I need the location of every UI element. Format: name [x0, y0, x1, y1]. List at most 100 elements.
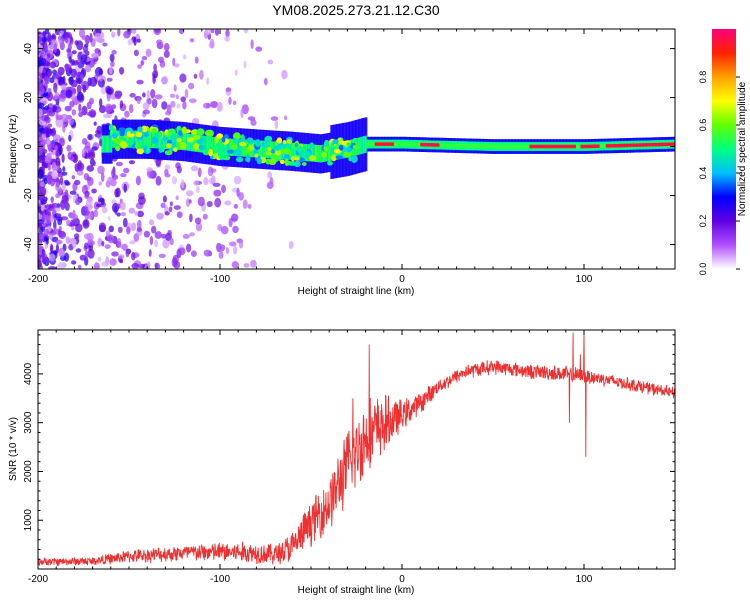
noise-blob: [154, 94, 163, 100]
band-peak: [423, 143, 426, 147]
band-inner: [404, 142, 407, 147]
band-peak: [667, 142, 669, 146]
band-inner: [416, 142, 419, 147]
band-core: [360, 136, 363, 154]
noise-blob: [147, 261, 151, 268]
band-inner: [483, 144, 486, 149]
noise-blob: [131, 29, 137, 35]
noise-blob: [158, 56, 164, 63]
noise-blob: [104, 244, 111, 249]
noise-blob: [288, 241, 294, 249]
band-peak: [380, 142, 382, 146]
band-core: [172, 132, 175, 150]
noise-blob: [46, 152, 52, 162]
band-peak: [673, 142, 675, 146]
noise-blob: [171, 257, 178, 268]
noise-blob: [129, 93, 136, 98]
noise-blob: [179, 73, 187, 83]
band-core: [194, 134, 197, 152]
band-core: [145, 130, 148, 148]
noise-blob: [207, 166, 214, 177]
band-peak: [565, 144, 568, 149]
noise-blob: [149, 235, 154, 246]
band-peak: [539, 144, 541, 149]
band-peak: [383, 142, 386, 146]
band-peak: [550, 144, 552, 149]
noise-blob: [46, 137, 51, 145]
band-inner: [461, 143, 464, 148]
noise-blob: [93, 262, 100, 269]
noise-blob: [234, 69, 238, 76]
band-blob: [144, 131, 149, 138]
noise-blob: [175, 162, 181, 169]
band-inner: [442, 143, 444, 148]
noise-blob: [151, 225, 157, 234]
band-peak: [542, 144, 545, 149]
band-inner: [521, 144, 524, 149]
band-blob: [168, 128, 176, 135]
noise-blob: [53, 43, 58, 54]
band-inner: [485, 144, 488, 149]
band-core: [173, 132, 176, 150]
noise-blob: [109, 53, 115, 62]
noise-blob: [76, 84, 82, 95]
noise-blob: [186, 243, 192, 253]
band-inner: [407, 142, 409, 147]
noise-blob: [243, 60, 247, 69]
band-core: [131, 130, 133, 148]
noise-blob: [107, 176, 113, 186]
band-blob: [213, 146, 219, 152]
band-blob: [335, 155, 344, 160]
band-core: [326, 144, 329, 162]
band-peak: [651, 143, 654, 147]
band-peak: [543, 144, 546, 149]
band-peak: [650, 143, 653, 147]
noise-blob: [77, 71, 82, 77]
noise-blob: [197, 196, 205, 207]
band-blob: [305, 151, 311, 159]
noise-blob: [38, 36, 42, 43]
noise-blob: [203, 102, 211, 109]
band-inner: [419, 142, 421, 147]
band-core: [143, 130, 145, 148]
band-peak: [596, 144, 599, 148]
band-inner: [487, 144, 490, 149]
band-inner: [489, 144, 491, 149]
band-inner: [365, 142, 368, 146]
band-blob: [254, 139, 261, 148]
band-peak: [668, 142, 670, 146]
colorbar-tick-label: 0.0: [698, 263, 708, 276]
band-core: [186, 133, 189, 151]
band-inner: [478, 144, 480, 149]
band-peak: [633, 143, 635, 147]
noise-blob: [175, 195, 179, 201]
band-core: [214, 137, 216, 155]
band-inner: [373, 142, 375, 146]
noise-blob: [136, 96, 141, 105]
noise-blob: [232, 225, 239, 234]
noise-blob: [203, 177, 209, 186]
noise-blob: [231, 213, 239, 222]
noise-blob: [71, 109, 77, 116]
band-inner: [492, 144, 495, 149]
noise-blob: [267, 59, 274, 65]
band-peak: [585, 144, 588, 149]
band-inner: [457, 143, 460, 148]
noise-blob: [165, 110, 172, 116]
noise-blob: [68, 117, 75, 126]
noise-blob: [43, 228, 50, 236]
band-core: [225, 138, 227, 156]
band-inner: [482, 144, 485, 149]
noise-blob: [81, 35, 88, 41]
band-inner: [511, 144, 514, 149]
figure-title: YM08.2025.273.21.12.C30: [272, 2, 440, 18]
noise-blob: [133, 49, 139, 57]
band-peak: [545, 144, 548, 149]
band-core: [108, 135, 111, 153]
band-blob: [179, 141, 187, 150]
noise-blob: [80, 73, 84, 82]
band-peak: [421, 142, 424, 147]
noise-blob: [92, 161, 96, 166]
band-inner: [449, 143, 452, 148]
band-core: [106, 135, 108, 153]
